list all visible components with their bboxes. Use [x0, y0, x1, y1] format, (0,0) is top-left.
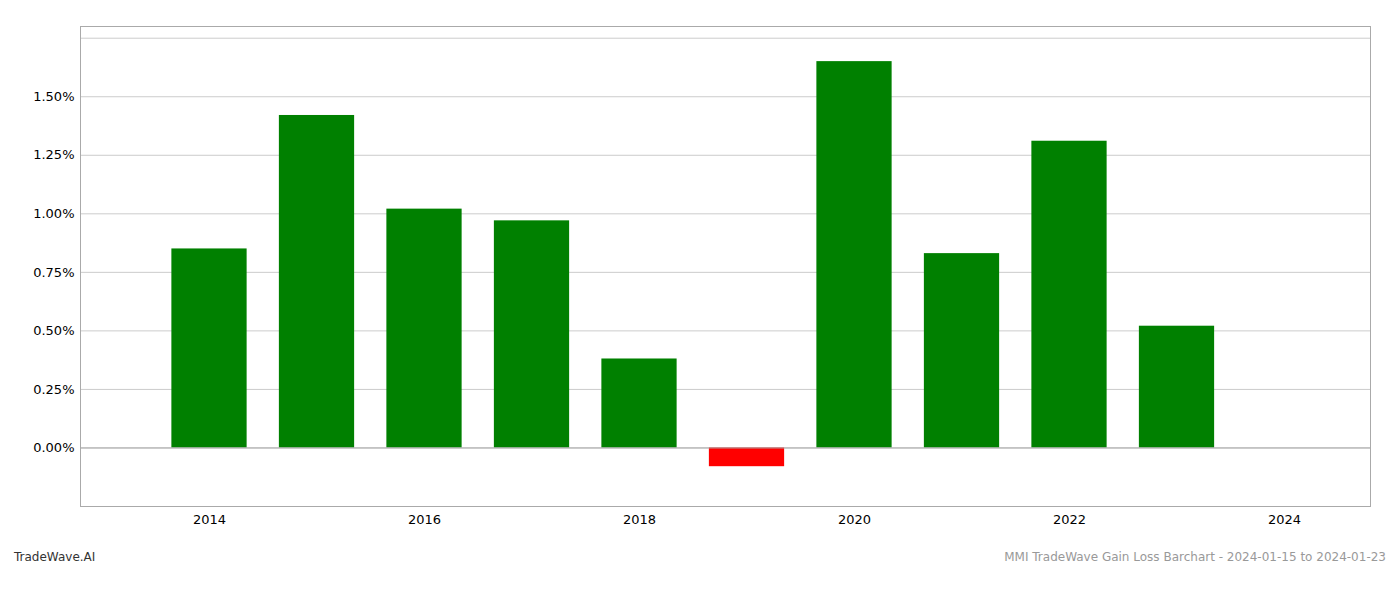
svg-text:2014: 2014 [193, 512, 226, 527]
svg-text:0.75%: 0.75% [33, 265, 74, 280]
svg-text:0.50%: 0.50% [33, 323, 74, 338]
svg-text:1.50%: 1.50% [33, 89, 74, 104]
html-text:TradeWave.AI: TradeWave.AI [14, 550, 96, 564]
svg-text:2022: 2022 [1053, 512, 1086, 527]
svg-text:2020: 2020 [838, 512, 871, 527]
svg-text:2016: 2016 [408, 512, 441, 527]
svg-text:0.25%: 0.25% [33, 382, 74, 397]
svg-text:1.00%: 1.00% [33, 206, 74, 221]
svg-text:2024: 2024 [1268, 512, 1301, 527]
svg-text:2018: 2018 [623, 512, 656, 527]
html-text:MMI TradeWave Gain Loss Barcha: MMI TradeWave Gain Loss Barchart - 2024-… [1004, 550, 1386, 564]
svg-text:0.00%: 0.00% [33, 440, 74, 455]
svg-text:1.25%: 1.25% [33, 147, 74, 162]
